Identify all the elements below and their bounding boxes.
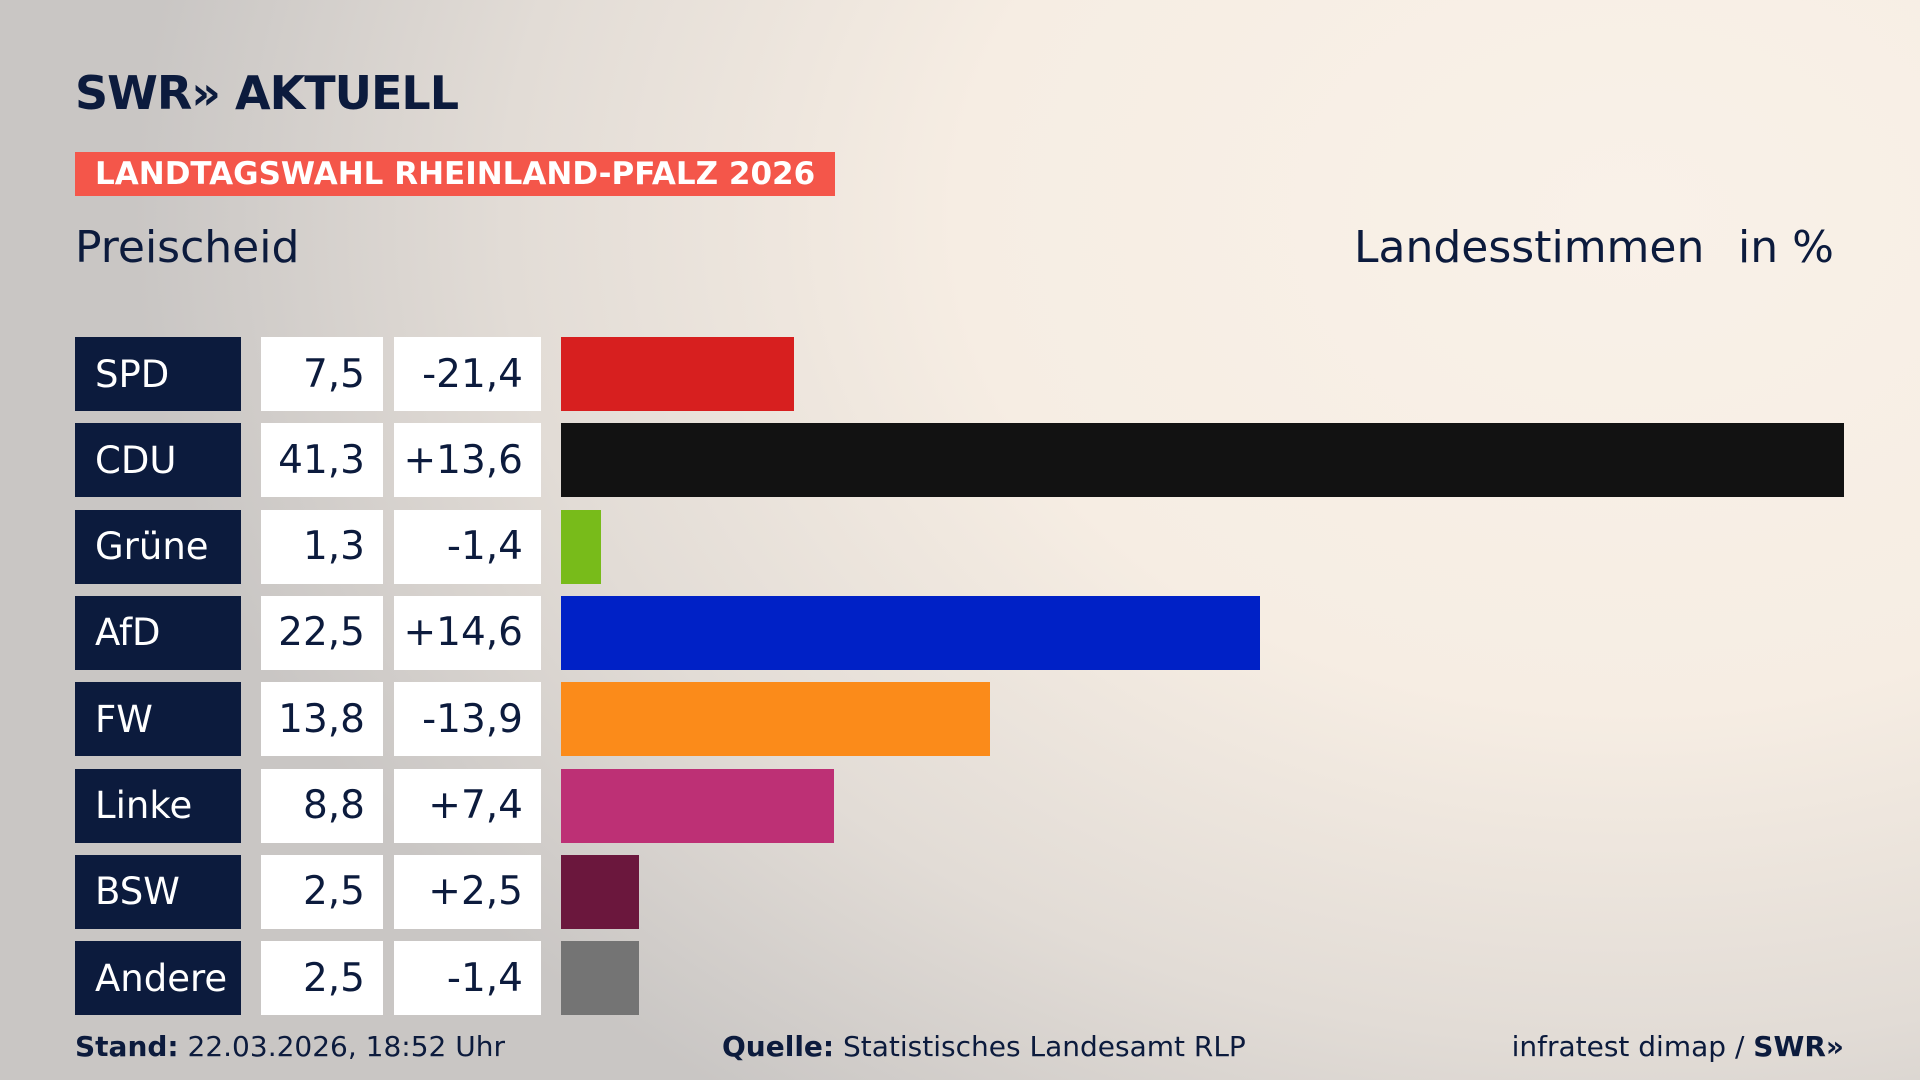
- source-label: Quelle:: [722, 1030, 835, 1063]
- bar: [561, 423, 1844, 498]
- change-label: -21,4: [394, 337, 541, 411]
- unit: in %: [1738, 222, 1834, 273]
- value-label: 22,5: [261, 595, 383, 670]
- change-label: +13,6: [394, 423, 541, 498]
- party-label: SPD: [75, 337, 241, 411]
- credit-logo: SWR»: [1753, 1030, 1844, 1063]
- value-label: 7,5: [261, 337, 383, 411]
- change-label: +2,5: [394, 854, 541, 929]
- credit-text: infratest dimap /: [1511, 1030, 1745, 1063]
- bar: [561, 682, 990, 757]
- logo: SWR» AKTUELL: [75, 66, 459, 120]
- bar: [561, 509, 602, 584]
- stand-label: Stand:: [75, 1030, 179, 1063]
- bar: [561, 337, 794, 411]
- change-label: -13,9: [394, 682, 541, 757]
- bar: [561, 595, 1260, 670]
- value-label: 13,8: [261, 682, 383, 757]
- party-label: AfD: [75, 595, 241, 670]
- stand-value: 22.03.2026, 18:52 Uhr: [187, 1030, 505, 1063]
- change-label: -1,4: [394, 509, 541, 584]
- value-label: 2,5: [261, 854, 383, 929]
- party-label: Linke: [75, 768, 241, 843]
- source-value: Statistisches Landesamt RLP: [843, 1030, 1246, 1063]
- subtitle: Landesstimmen: [1354, 222, 1705, 273]
- value-label: 1,3: [261, 509, 383, 584]
- value-label: 8,8: [261, 768, 383, 843]
- party-label: FW: [75, 682, 241, 757]
- party-label: Andere: [75, 941, 241, 1016]
- chart-title: Preischeid: [75, 222, 300, 273]
- change-label: +7,4: [394, 768, 541, 843]
- party-label: CDU: [75, 423, 241, 498]
- bar: [561, 941, 639, 1016]
- bar: [561, 768, 835, 843]
- party-label: BSW: [75, 854, 241, 929]
- party-label: Grüne: [75, 509, 241, 584]
- stand: Stand: 22.03.2026, 18:52 Uhr: [75, 1030, 505, 1063]
- source: Quelle: Statistisches Landesamt RLP: [722, 1030, 1246, 1063]
- bar: [561, 854, 639, 929]
- change-label: +14,6: [394, 595, 541, 670]
- credit: infratest dimap / SWR»: [1512, 1030, 1844, 1063]
- value-label: 2,5: [261, 941, 383, 1016]
- change-label: -1,4: [394, 941, 541, 1016]
- value-label: 41,3: [261, 423, 383, 498]
- banner: LANDTAGSWAHL RHEINLAND-PFALZ 2026: [75, 152, 836, 196]
